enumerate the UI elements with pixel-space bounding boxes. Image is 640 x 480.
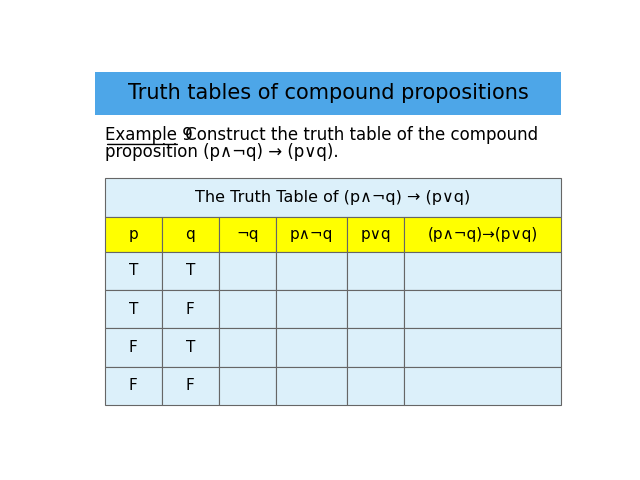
Text: Example 9: Example 9: [105, 126, 193, 144]
FancyBboxPatch shape: [348, 367, 404, 405]
Text: T: T: [129, 264, 138, 278]
Text: F: F: [129, 340, 138, 355]
Text: F: F: [186, 301, 195, 317]
FancyBboxPatch shape: [276, 367, 348, 405]
FancyBboxPatch shape: [219, 367, 276, 405]
FancyBboxPatch shape: [219, 328, 276, 367]
FancyBboxPatch shape: [219, 216, 276, 252]
FancyBboxPatch shape: [276, 328, 348, 367]
FancyBboxPatch shape: [105, 252, 162, 290]
FancyBboxPatch shape: [348, 328, 404, 367]
FancyBboxPatch shape: [105, 290, 162, 328]
Text: T: T: [186, 264, 195, 278]
FancyBboxPatch shape: [105, 178, 561, 216]
FancyBboxPatch shape: [105, 367, 162, 405]
Text: (p∧¬q)→(p∨q): (p∧¬q)→(p∨q): [428, 227, 538, 241]
FancyBboxPatch shape: [162, 216, 219, 252]
FancyBboxPatch shape: [404, 328, 561, 367]
FancyBboxPatch shape: [276, 252, 348, 290]
FancyBboxPatch shape: [105, 328, 162, 367]
FancyBboxPatch shape: [404, 216, 561, 252]
Text: T: T: [129, 301, 138, 317]
Text: Truth tables of compound propositions: Truth tables of compound propositions: [127, 83, 529, 103]
FancyBboxPatch shape: [404, 290, 561, 328]
FancyBboxPatch shape: [276, 216, 348, 252]
Text: ¬q: ¬q: [236, 227, 259, 241]
FancyBboxPatch shape: [404, 367, 561, 405]
FancyBboxPatch shape: [162, 328, 219, 367]
Text: p∧¬q: p∧¬q: [290, 227, 333, 241]
Text: Construct the truth table of the compound: Construct the truth table of the compoun…: [180, 126, 538, 144]
FancyBboxPatch shape: [404, 252, 561, 290]
FancyBboxPatch shape: [348, 216, 404, 252]
FancyBboxPatch shape: [348, 252, 404, 290]
FancyBboxPatch shape: [162, 367, 219, 405]
Text: T: T: [186, 340, 195, 355]
FancyBboxPatch shape: [219, 252, 276, 290]
FancyBboxPatch shape: [348, 290, 404, 328]
FancyBboxPatch shape: [105, 216, 162, 252]
Text: p: p: [129, 227, 138, 241]
Text: proposition (p∧¬q) → (p∨q).: proposition (p∧¬q) → (p∨q).: [105, 143, 339, 161]
FancyBboxPatch shape: [276, 290, 348, 328]
Text: The Truth Table of (p∧¬q) → (p∨q): The Truth Table of (p∧¬q) → (p∨q): [195, 190, 470, 204]
Text: F: F: [186, 378, 195, 393]
FancyBboxPatch shape: [219, 290, 276, 328]
FancyBboxPatch shape: [95, 72, 561, 115]
Text: q: q: [186, 227, 195, 241]
Text: F: F: [129, 378, 138, 393]
FancyBboxPatch shape: [162, 252, 219, 290]
Text: p∨q: p∨q: [360, 227, 391, 241]
FancyBboxPatch shape: [162, 290, 219, 328]
